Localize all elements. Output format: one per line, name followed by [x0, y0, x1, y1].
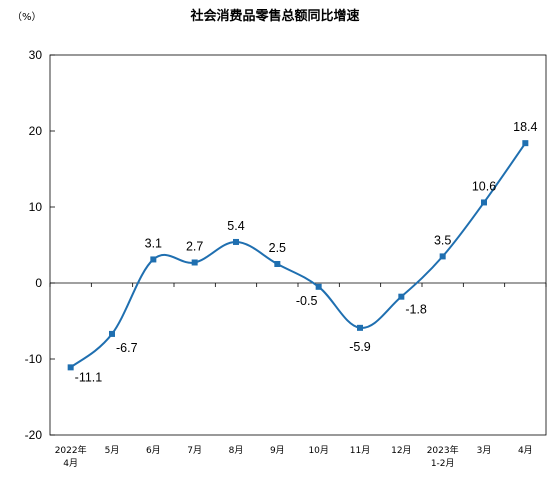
- series-line: [70, 142, 527, 369]
- data-point-marker: [357, 324, 363, 331]
- data-label: 5.4: [227, 219, 244, 233]
- data-label: -1.8: [405, 303, 427, 317]
- series-line-group: [67, 140, 529, 371]
- data-label: 10.6: [472, 179, 496, 193]
- x-tick-label: 8月: [229, 445, 244, 456]
- data-label: 3.1: [145, 236, 162, 250]
- y-unit-label: （%）: [12, 11, 42, 23]
- data-label: -11.1: [75, 370, 103, 384]
- y-tick-label: 10: [29, 200, 43, 214]
- data-point-marker: [233, 238, 239, 245]
- x-tick-label: 2023年 1-2月: [427, 444, 459, 469]
- y-tick-label: -10: [25, 352, 43, 366]
- x-tick-label: 7月: [187, 445, 202, 456]
- data-label: -5.9: [349, 340, 371, 354]
- x-tick-label-line: 3月: [477, 445, 492, 456]
- data-label: 2.7: [186, 239, 203, 253]
- data-label-group: -11.1 -6.7 3.1 2.7 5.4 2.5 -0.5 -5.9 -1.8 3.5 10.6…: [75, 120, 538, 384]
- x-tick-label-line: 4月: [518, 445, 533, 456]
- x-tick-label: 12月: [391, 445, 411, 456]
- x-tick-label-line: 10月: [308, 445, 328, 456]
- data-point-marker: [439, 253, 446, 260]
- data-point-marker: [315, 283, 322, 290]
- x-tick-label-line: 5月: [105, 445, 120, 456]
- data-label: 3.5: [434, 233, 451, 247]
- data-point-marker: [481, 199, 487, 206]
- x-tick-label-line: 4月: [63, 458, 78, 469]
- x-tick-label-line: 2022年: [55, 444, 87, 456]
- x-tick-label: 2022年 4月: [55, 444, 87, 469]
- data-point-marker: [522, 140, 529, 147]
- y-tick-label: -20: [25, 428, 43, 442]
- data-point-marker: [274, 261, 281, 267]
- x-axis: 2022年 4月 5月 6月 7月 8月 9月 10月 11月 12月 2023年 1-2月 3月 4月: [49, 282, 547, 469]
- data-label: -0.5: [296, 294, 318, 308]
- data-point-marker: [191, 259, 198, 266]
- x-tick-label-line: 11月: [350, 445, 370, 456]
- x-tick-label-line: 9月: [270, 445, 285, 456]
- x-tick-label: 5月: [105, 445, 120, 456]
- x-tick-label-line: 7月: [187, 445, 202, 456]
- x-tick-label-line: 2023年: [427, 444, 459, 456]
- data-label: 2.5: [269, 241, 286, 255]
- x-tick-label: 11月: [350, 445, 370, 456]
- data-label: 18.4: [513, 120, 537, 134]
- y-tick-label: 0: [35, 276, 42, 290]
- y-axis: -20 -10 0 10 20 30: [25, 48, 55, 442]
- x-tick-label: 9月: [270, 445, 285, 456]
- data-point-marker: [109, 330, 115, 337]
- y-tick-label: 20: [29, 124, 43, 138]
- chart-title: 社会消费品零售总额同比增速: [189, 8, 359, 24]
- x-tick-label: 10月: [308, 445, 328, 456]
- plot-frame: [49, 54, 547, 436]
- x-tick-label-line: 12月: [391, 445, 411, 456]
- data-point-marker: [67, 364, 74, 371]
- x-tick-label-line: 8月: [229, 445, 244, 456]
- data-point-marker: [150, 256, 157, 263]
- data-point-marker: [398, 293, 405, 300]
- x-tick-label: 6月: [146, 445, 161, 456]
- x-tick-label: 3月: [477, 445, 492, 456]
- x-tick-label-line: 6月: [146, 445, 161, 456]
- x-tick-label: 4月: [518, 445, 533, 456]
- y-tick-label: 30: [29, 48, 43, 62]
- x-tick-label-line: 1-2月: [431, 458, 455, 469]
- data-label: -6.7: [116, 341, 138, 355]
